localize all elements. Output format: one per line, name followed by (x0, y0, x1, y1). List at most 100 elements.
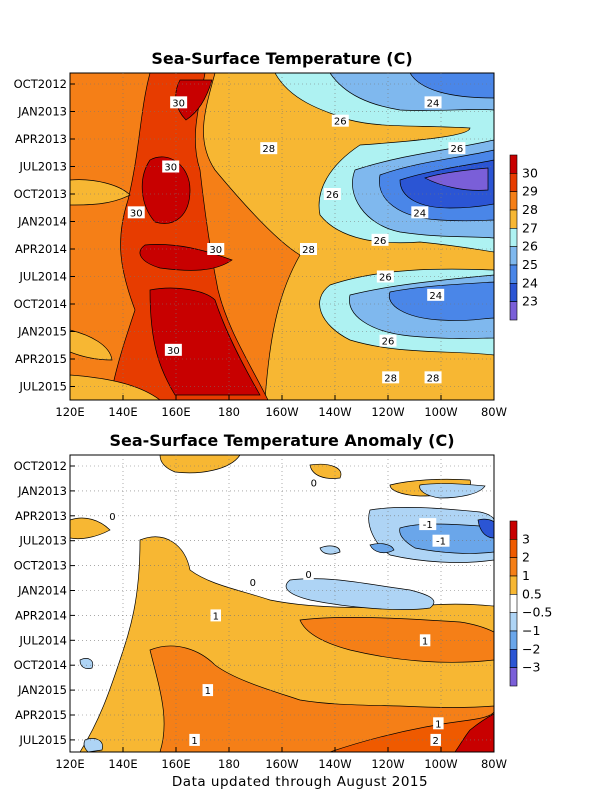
x-tick-label: 160W (265, 405, 298, 419)
colorbar-swatch (509, 209, 518, 229)
y-tick-label: JAN2015 (17, 683, 67, 697)
ssta-title: Sea-Surface Temperature Anomaly (C) (109, 431, 454, 450)
x-tick-label: 160W (265, 757, 298, 771)
colorbar-swatch (509, 246, 518, 266)
colorbar-label: 23 (522, 294, 538, 309)
colorbar-swatch (509, 173, 518, 192)
x-tick-label: 80W (481, 405, 507, 419)
ssta-west-cold-patches (79, 658, 103, 752)
y-tick-label: JAN2013 (17, 484, 67, 498)
colorbar-label: 29 (522, 184, 538, 199)
colorbar-label: −0.5 (522, 605, 552, 620)
x-tick-label: 120W (371, 757, 404, 771)
contour-label-bg (127, 206, 145, 219)
contour-label-bg (432, 534, 450, 547)
contour-label: 1 (213, 611, 219, 622)
contour-label-bg (162, 160, 180, 173)
x-tick-label: 160E (161, 757, 190, 771)
x-tick-label: 100W (424, 757, 457, 771)
y-tick-label: JUL2014 (19, 270, 67, 284)
y-tick-label: OCT2014 (14, 658, 67, 672)
ssta-y-ticks: OCT2012 JAN2013 APR2013 JUL2013 OCT2013 JAN20… (14, 459, 75, 747)
contour-label-bg (189, 733, 200, 746)
contour-label-bg (210, 609, 221, 622)
contour-label-bg (430, 733, 441, 746)
colorbar-swatch (509, 557, 518, 577)
x-tick-label: 180 (218, 405, 240, 419)
contour-label: 1 (205, 686, 211, 697)
x-tick-label: 140E (108, 405, 137, 419)
y-tick-label: APR2014 (15, 608, 67, 622)
x-tick-label: 120E (55, 757, 84, 771)
contour-label-bg (419, 634, 431, 647)
colorbar-swatch (509, 667, 518, 687)
sst-band-west-27-28 (70, 179, 161, 400)
contour-label-bg (207, 243, 225, 255)
contour-label: 26 (382, 337, 395, 348)
contour-label-bg (164, 343, 182, 356)
contour-label-bg (419, 518, 437, 531)
colorbar-swatch (509, 191, 518, 211)
colorbar-swatch (509, 612, 518, 632)
y-tick-label: JUL2015 (19, 380, 67, 394)
colorbar-swatch (509, 301, 518, 321)
colorbar-label: 30 (522, 165, 538, 180)
contour-label: 26 (451, 144, 464, 155)
contour-label: 28 (427, 373, 440, 384)
colorbar-label: 26 (522, 239, 538, 254)
contour-label-bg (382, 371, 400, 384)
ssta-band-m2-m3 (477, 518, 494, 539)
contour-label: 30 (167, 346, 180, 357)
contour-label: 2 (433, 736, 439, 747)
contour-label-bg (331, 114, 349, 127)
colorbar-swatch (509, 154, 518, 174)
contour-label: 26 (334, 117, 347, 128)
contour-label-bg (427, 288, 445, 301)
y-tick-label: OCT2014 (14, 297, 67, 311)
contour-label: 24 (413, 208, 426, 219)
contour-label: -1 (436, 537, 446, 548)
ssta-panel: Sea-Surface Temperature Anomaly (C) 120E… (14, 431, 553, 771)
colorbar-label: 2 (522, 550, 530, 565)
contour-label: 24 (429, 291, 442, 302)
contour-label-bg (247, 576, 259, 589)
contour-label-bg (433, 717, 444, 730)
sst-x-ticks: 120E 140E 160E 180 160W 140W 120W 100W 80W (55, 395, 507, 419)
contour-label-bg (170, 96, 188, 109)
sst-y-ticks: OCT2012 JAN2013 APR2013 JUL2013 OCT2013 JAN20… (14, 77, 75, 394)
ssta-x-ticks: 120E 140E 160E 180 160W 140W 120W 100W 80W (55, 747, 507, 771)
y-tick-label: OCT2012 (14, 459, 67, 473)
colorbar-swatch (509, 575, 518, 595)
colorbar-swatch (509, 228, 518, 247)
contour-label-bg (379, 334, 397, 347)
contour-label: 30 (172, 98, 185, 109)
contour-label-bg (411, 206, 429, 219)
y-tick-label: APR2013 (15, 132, 67, 146)
sst-colorbar: 30 29 28 27 26 25 24 23 (509, 154, 538, 321)
contour-label: 28 (302, 245, 315, 256)
ssta-band-above-3 (454, 713, 494, 752)
sst-band-below-23 (424, 167, 489, 191)
x-tick-label: 140W (318, 405, 351, 419)
contour-label: 0 (311, 479, 317, 490)
colorbar-label: −1 (522, 623, 540, 638)
colorbar-label: 24 (522, 275, 538, 290)
colorbar-swatch (509, 649, 518, 668)
y-tick-label: APR2013 (15, 509, 67, 523)
contour-label-bg (260, 142, 278, 155)
colorbar-swatch (509, 630, 518, 650)
colorbar-label: 28 (522, 202, 538, 217)
contour-label-bg (303, 567, 314, 580)
colorbar-swatch (509, 283, 518, 302)
ssta-colorbar: 3 2 1 0.5 −0.5 −1 −2 −3 (509, 520, 552, 687)
x-tick-label: 120W (371, 405, 404, 419)
contour-label-bg (376, 270, 394, 283)
sst-panel: Sea-Surface Temperature (C) 120E 140 (14, 49, 538, 419)
contour-label: 30 (164, 163, 177, 174)
sst-gridlines (70, 73, 494, 400)
y-tick-label: APR2014 (15, 242, 67, 256)
colorbar-label: 3 (522, 531, 530, 546)
colorbar-swatch (509, 520, 518, 540)
y-tick-label: OCT2013 (14, 187, 67, 201)
x-tick-label: 180 (218, 757, 240, 771)
